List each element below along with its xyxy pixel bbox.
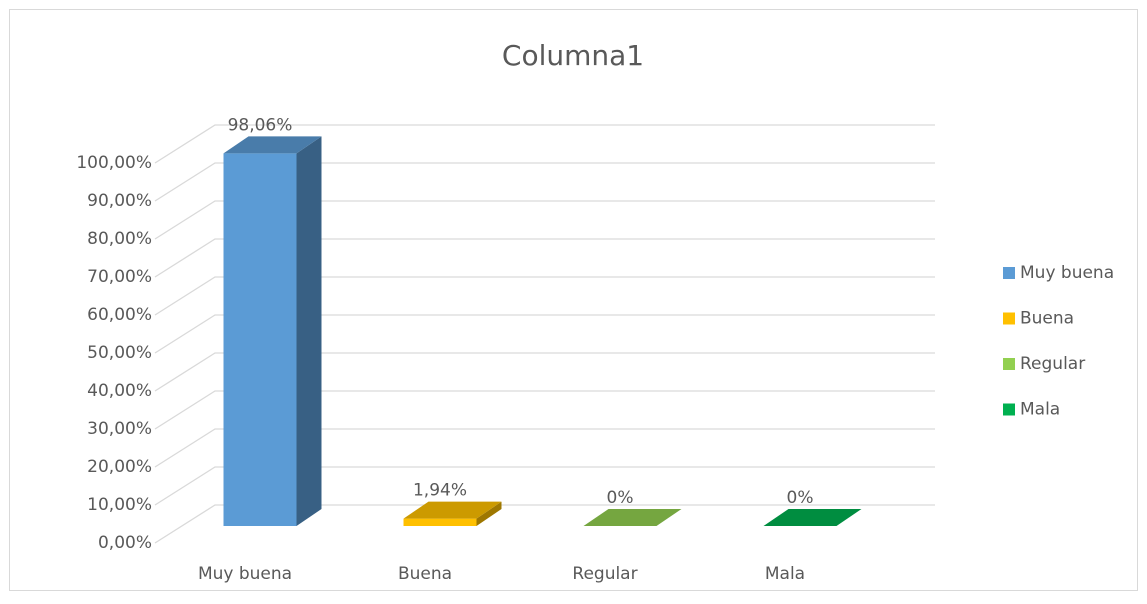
- grid-line: [154, 124, 935, 164]
- x-tick-label: Muy buena: [198, 564, 292, 584]
- bar-top: [583, 509, 682, 526]
- data-label: 1,94%: [413, 481, 467, 501]
- y-tick-label: 20,00%: [87, 457, 152, 477]
- x-tick-label: Buena: [398, 564, 452, 584]
- bar-top: [223, 136, 322, 154]
- data-label: 0%: [607, 488, 634, 508]
- y-tick-label: 90,00%: [87, 191, 152, 211]
- chart-title: Columna1: [502, 39, 644, 72]
- bar-front: [223, 153, 297, 526]
- data-label: 0%: [787, 488, 814, 508]
- grid-line: [154, 314, 935, 354]
- grid-line: [154, 200, 935, 240]
- grid-line: [154, 276, 935, 316]
- grid-line: [154, 352, 935, 392]
- bar-top: [403, 501, 502, 519]
- chart-border: [9, 9, 1138, 591]
- grid-line: [154, 504, 935, 544]
- y-tick-label: 60,00%: [87, 305, 152, 325]
- legend-label: Regular: [1020, 354, 1085, 374]
- x-tick-label: Regular: [572, 564, 637, 584]
- y-tick-label: 10,00%: [87, 495, 152, 515]
- legend-label: Buena: [1020, 309, 1074, 329]
- y-tick-label: 0,00%: [98, 533, 152, 553]
- grid-line: [154, 390, 935, 430]
- y-tick-label: 30,00%: [87, 419, 152, 439]
- x-tick-label: Mala: [765, 564, 805, 584]
- data-label: 98,06%: [228, 115, 293, 135]
- y-tick-label: 70,00%: [87, 267, 152, 287]
- bar-top: [763, 509, 862, 526]
- legend-swatch: [1003, 403, 1015, 416]
- legend-label: Muy buena: [1020, 263, 1114, 283]
- grid-line: [154, 466, 935, 506]
- y-tick-label: 50,00%: [87, 343, 152, 363]
- grid-line: [154, 162, 935, 202]
- legend-swatch: [1003, 358, 1015, 370]
- y-tick-label: 40,00%: [87, 381, 152, 401]
- legend-swatch: [1003, 312, 1015, 325]
- bar-side: [296, 136, 322, 526]
- y-tick-label: 100,00%: [76, 153, 152, 173]
- legend-swatch: [1003, 267, 1015, 279]
- y-tick-label: 80,00%: [87, 229, 152, 249]
- bar-front: [403, 518, 477, 526]
- grid-line: [154, 428, 935, 468]
- grid-line: [154, 238, 935, 278]
- legend-label: Mala: [1020, 400, 1060, 420]
- bar-side: [476, 501, 502, 526]
